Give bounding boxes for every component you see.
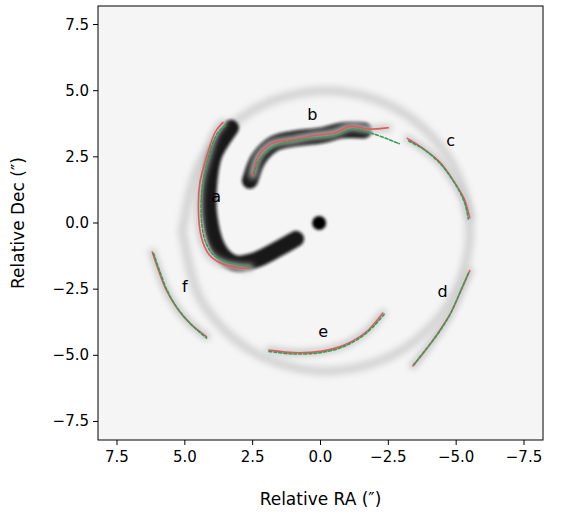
x-axis-title: Relative RA (″) [260, 489, 382, 509]
y-tick-label: −5.0 [53, 346, 89, 364]
arm-trace [253, 126, 389, 175]
arm-glow [407, 138, 469, 217]
y-tick-label: −7.5 [53, 412, 89, 430]
y-tick [93, 289, 98, 290]
arm-trace [409, 141, 469, 219]
x-tick-label: −2.5 [370, 448, 406, 466]
y-tick-label: 2.5 [65, 148, 89, 166]
arm-glow [413, 271, 470, 366]
arm-trace [269, 314, 384, 354]
x-tick-label: 7.5 [105, 448, 129, 466]
plot-frame [98, 6, 543, 440]
y-tick-label: −2.5 [53, 280, 89, 298]
plot-background [98, 6, 543, 440]
x-tick [388, 440, 389, 445]
x-tick [524, 440, 525, 445]
chart: a b c d e f 7.5 5.0 2.5 0.0 −2.5 −5.0 −7.5 −7.5 −5.0 −2… [0, 0, 579, 530]
y-tick-label: 0.0 [65, 214, 89, 232]
x-tick [252, 440, 253, 445]
x-tick [184, 440, 185, 445]
arm-glow [253, 126, 389, 175]
y-tick [93, 24, 98, 25]
emission [182, 91, 470, 372]
arm-trace [254, 129, 399, 174]
arm-label: f [182, 277, 188, 296]
y-tick-label: 7.5 [65, 16, 89, 34]
plot-area [152, 91, 469, 372]
y-tick [93, 90, 98, 91]
arm-label: e [318, 322, 328, 341]
arm-label: a [211, 187, 221, 206]
arm-label: c [446, 131, 455, 150]
x-tick-label: −7.5 [506, 448, 542, 466]
arm-trace [407, 138, 469, 217]
arm-glow [198, 122, 250, 268]
arm-trace [414, 273, 468, 364]
emission [208, 128, 296, 264]
x-tick [116, 440, 117, 445]
y-tick [93, 156, 98, 157]
x-tick-label: −5.0 [438, 448, 474, 466]
arm-label: d [438, 282, 448, 301]
arm-label: b [307, 105, 317, 124]
x-tick-label: 2.5 [241, 448, 265, 466]
y-tick-label: 5.0 [65, 82, 89, 100]
x-tick-label: 5.0 [173, 448, 197, 466]
y-axis-title: Relative Dec (″) [8, 157, 28, 289]
arm-trace [198, 122, 250, 268]
x-tick [320, 440, 321, 445]
x-tick-label: 0.0 [309, 448, 333, 466]
central-source [312, 216, 326, 230]
arm-glow [152, 252, 206, 337]
y-tick [93, 355, 98, 356]
arm-trace [154, 253, 207, 338]
arm-trace [201, 125, 250, 267]
y-tick [93, 421, 98, 422]
arm-trace [152, 252, 206, 337]
x-tick [456, 440, 457, 445]
y-tick [93, 223, 98, 224]
arm-trace [413, 271, 470, 366]
